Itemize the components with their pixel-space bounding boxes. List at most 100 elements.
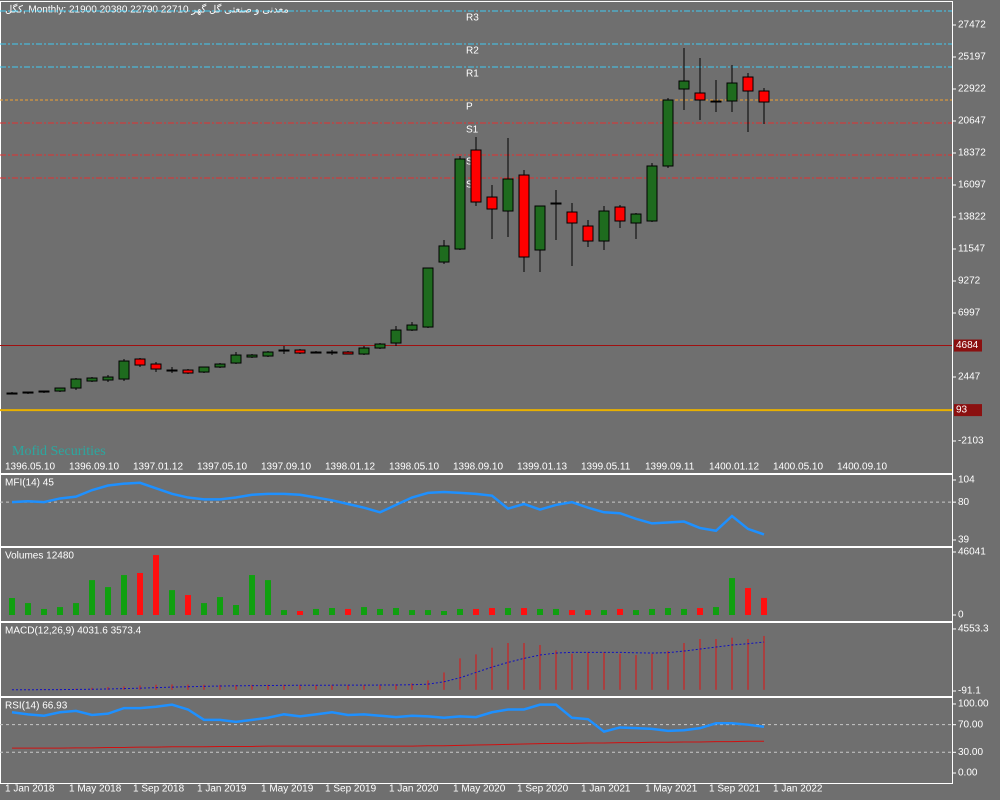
macd-bar <box>491 647 493 690</box>
x-tick-label: 1400.01.12 <box>709 462 759 473</box>
macd-bar <box>459 658 461 690</box>
macd-bar <box>443 672 445 690</box>
panel-frame <box>0 697 953 784</box>
macd-bar <box>379 684 381 690</box>
panel-frame <box>0 1 953 474</box>
volume-bar <box>185 595 191 615</box>
volume-bar <box>745 588 751 615</box>
y-tick-label: 46041 <box>958 547 986 558</box>
macd-bar <box>251 684 253 690</box>
candle-body <box>758 90 770 103</box>
pivot-label: S1 <box>466 125 479 136</box>
y-tick-label: 39 <box>958 535 970 546</box>
macd-bar <box>363 684 365 690</box>
macd-bar <box>539 645 541 690</box>
macd-bar <box>635 655 637 690</box>
macd-bar <box>411 683 413 690</box>
pivot-label: R2 <box>466 46 479 57</box>
candle-body <box>182 369 194 374</box>
candle-body <box>662 99 674 167</box>
macd-bar <box>699 639 701 690</box>
candle-body <box>166 369 178 372</box>
volume-bar <box>9 598 15 615</box>
macd-bar <box>747 639 749 690</box>
volume-bar <box>329 608 335 615</box>
y-tick-label: 22922 <box>958 84 986 95</box>
candle-body <box>550 202 562 205</box>
candle-body <box>742 76 754 92</box>
x-tick-label: 1 Sep 2018 <box>133 784 185 795</box>
volume-bar <box>137 572 143 615</box>
candle-body <box>726 82 738 102</box>
candle-body <box>582 225 594 242</box>
indicator-line <box>11 481 765 536</box>
x-tick-label: 1 Jan 2019 <box>197 784 247 795</box>
y-tick-label: 2447 <box>958 372 981 383</box>
panel-title: RSI(14) 66.93 <box>5 701 68 712</box>
candle-body <box>86 377 98 382</box>
volume-bar <box>233 605 239 615</box>
price-label: 93 <box>956 405 968 416</box>
x-tick-label: 1398.09.10 <box>453 462 503 473</box>
x-tick-label: 1399.09.11 <box>645 462 695 473</box>
candle-body <box>598 210 610 242</box>
macd-bar <box>299 684 301 690</box>
macd-bar <box>651 653 653 690</box>
x-tick-label: 1 Sep 2021 <box>709 784 761 795</box>
y-tick-label: -91.1 <box>958 686 981 697</box>
candle-body <box>262 351 274 357</box>
macd-bar <box>219 684 221 690</box>
panel-frame <box>0 547 953 622</box>
y-tick-label: 80 <box>958 497 970 508</box>
volume-bar <box>89 580 95 615</box>
macd-bar <box>267 684 269 690</box>
x-tick-label: 1 Jan 2021 <box>581 784 631 795</box>
y-tick-label: 4553.3 <box>958 624 989 635</box>
volume-bar <box>585 610 591 615</box>
candle-body <box>342 351 354 355</box>
candle-body <box>54 387 66 392</box>
x-tick-label: 1 May 2020 <box>453 784 506 795</box>
macd-bar <box>731 637 733 690</box>
macd-bar <box>395 684 397 690</box>
x-tick-label: 1 Jan 2018 <box>5 784 55 795</box>
candle-body <box>470 149 482 203</box>
candle-body <box>198 366 210 373</box>
volume-bar <box>617 608 623 615</box>
volume-bar <box>169 590 175 615</box>
candle-body <box>502 178 514 212</box>
panel-title: MACD(12,26,9) 4031.6 3573.4 <box>5 626 142 637</box>
indicator-line <box>11 703 765 733</box>
x-tick-label: 1399.01.13 <box>517 462 567 473</box>
macd-bar <box>283 684 285 690</box>
volume-bar <box>73 603 79 615</box>
y-tick-label: 16097 <box>958 180 986 191</box>
candle-body <box>246 354 258 358</box>
volume-bar <box>121 575 127 615</box>
macd-bar <box>347 685 349 690</box>
candle-body <box>326 351 338 354</box>
volume-bar <box>473 608 479 615</box>
panel-title: Volumes 12480 <box>5 551 74 562</box>
macd-bar <box>667 651 669 690</box>
y-tick-label: 30.00 <box>958 747 983 758</box>
candle-body <box>694 92 706 101</box>
candle-body <box>486 196 498 210</box>
y-tick-label: 25197 <box>958 52 986 63</box>
watermark: Mofid Securities <box>12 444 106 459</box>
price-label-box <box>954 339 982 352</box>
candle-body <box>566 211 578 224</box>
macd-bar <box>715 639 717 690</box>
macd-bar <box>763 635 765 690</box>
macd-bar <box>139 685 141 690</box>
candle-body <box>678 80 690 90</box>
x-tick-label: 1400.09.10 <box>837 462 887 473</box>
pivot-label: P <box>466 102 473 113</box>
candle-body <box>310 351 322 354</box>
macd-bar <box>107 687 109 690</box>
y-tick-label: 70.00 <box>958 719 983 730</box>
volume-bar <box>217 597 223 615</box>
volume-bar <box>313 608 319 615</box>
